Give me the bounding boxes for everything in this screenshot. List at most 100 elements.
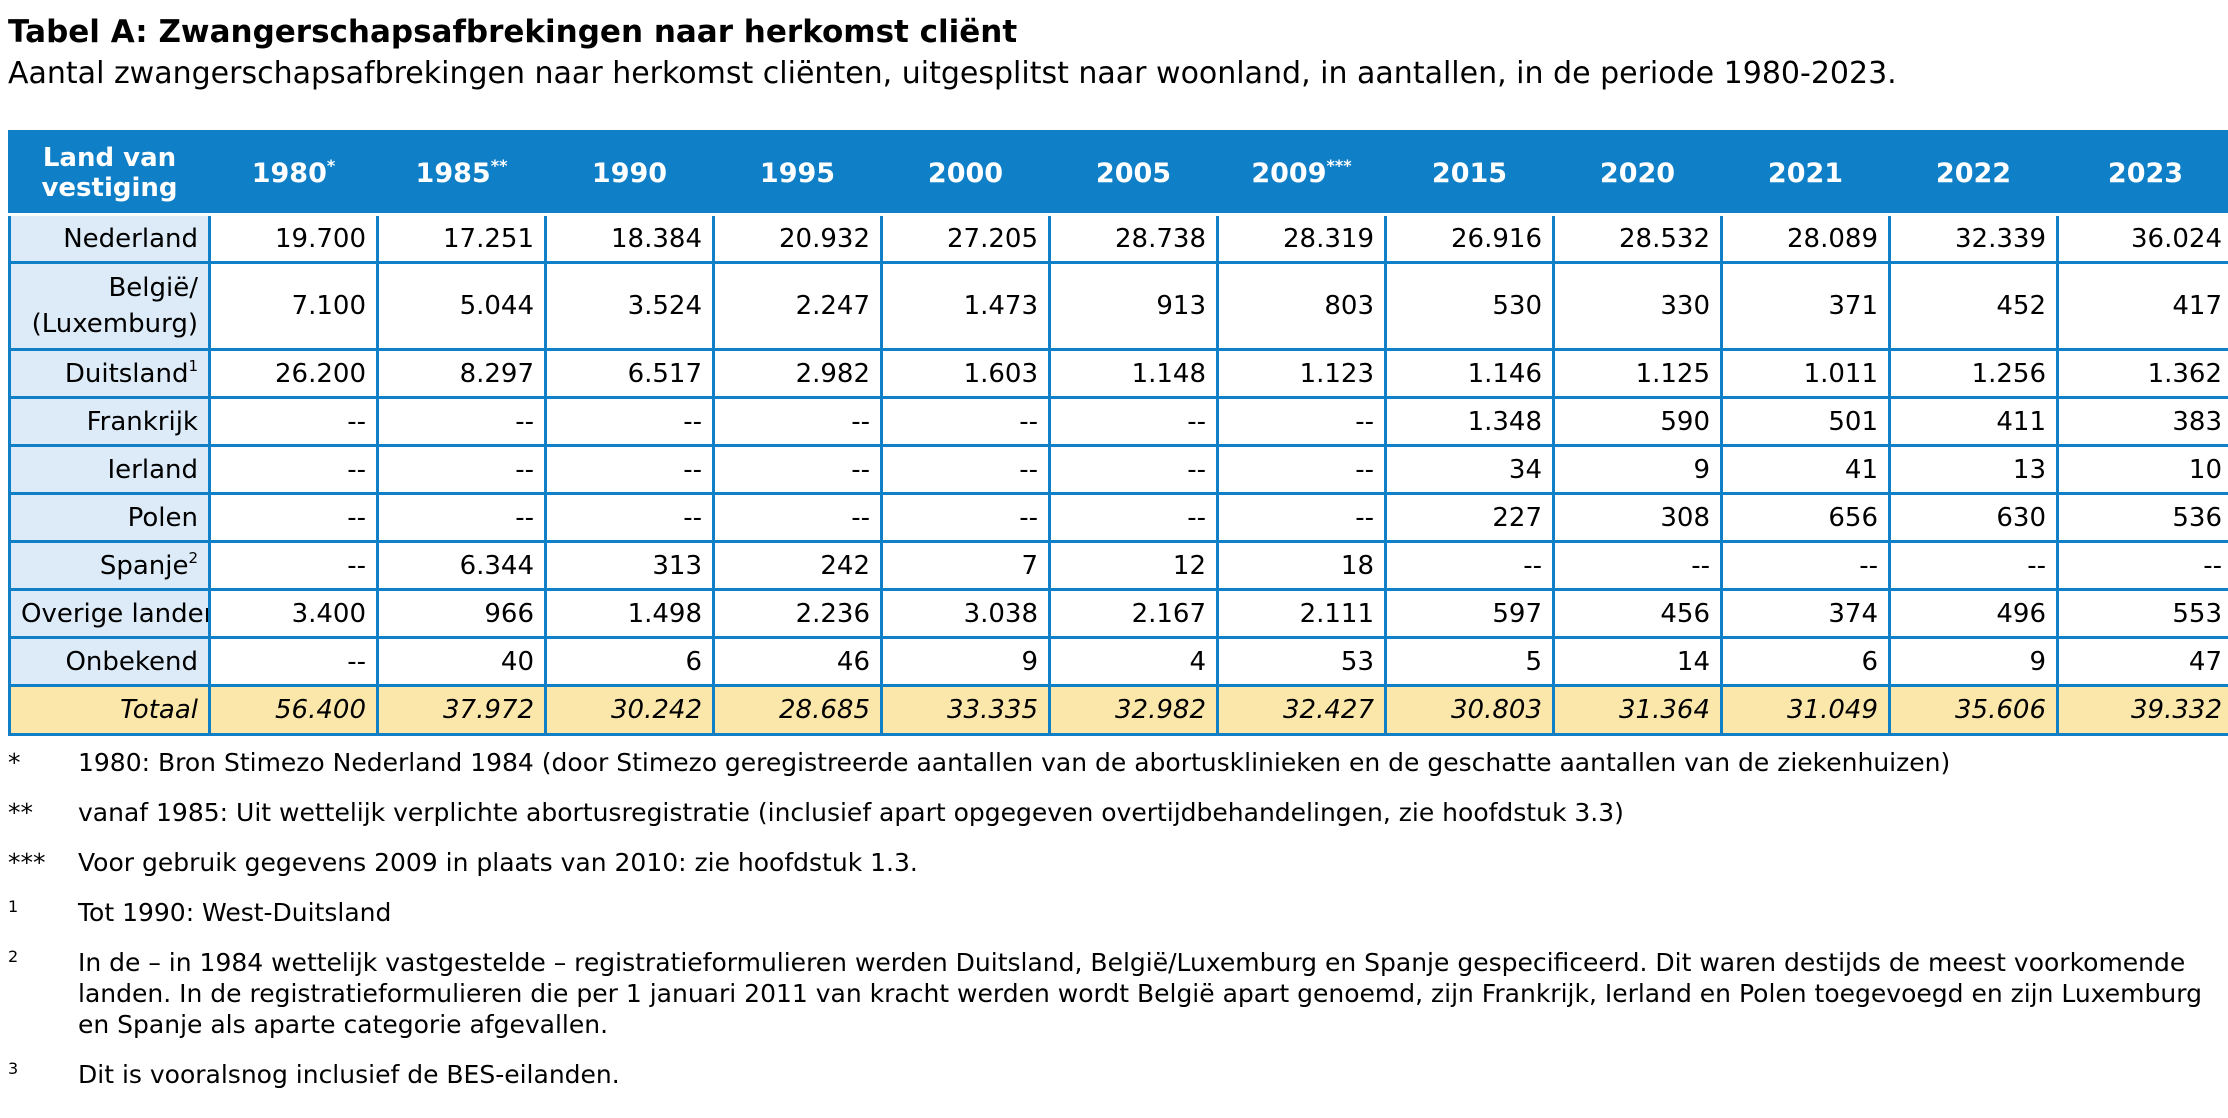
table-cell: 32.982: [1048, 684, 1219, 736]
table-cell: 374: [1720, 588, 1891, 639]
table-row-totaal: Totaal 56.400 37.972 30.242 28.685 33.335 32.9…: [8, 684, 2228, 736]
table-cell: --: [208, 492, 379, 543]
footnote-text: vanaf 1985: Uit wettelijk verplichte abo…: [78, 798, 1624, 827]
table-cell: 4: [1048, 636, 1219, 687]
footnote-marker: ***: [8, 848, 46, 877]
footnote-marker: 2: [8, 947, 19, 966]
table-cell: 6: [1720, 636, 1891, 687]
column-footnote-mark: *: [326, 155, 336, 175]
column-header-2021: 2021: [1720, 130, 1891, 216]
column-year-label: 2000: [927, 157, 1004, 189]
table-cell: --: [1216, 396, 1387, 447]
table-cell: 20.932: [712, 213, 883, 264]
table-cell: --: [880, 444, 1051, 495]
table-cell: --: [1048, 492, 1219, 543]
row-header: België/ (Luxemburg): [8, 261, 211, 351]
table-cell: 1.498: [544, 588, 715, 639]
table-cell: --: [2056, 540, 2228, 591]
table-cell: 630: [1888, 492, 2059, 543]
table-cell: 41: [1720, 444, 1891, 495]
table-cell: 227: [1384, 492, 1555, 543]
table-cell: 371: [1720, 261, 1891, 351]
table-subtitle: Aantal zwangerschapsafbrekingen naar her…: [8, 56, 1897, 91]
column-header-2020: 2020: [1552, 130, 1723, 216]
column-year-label: 2015: [1431, 157, 1508, 189]
data-table: Land van vestiging 1980* 1985** 1990 1995 20…: [8, 130, 2228, 736]
table-cell: --: [1552, 540, 1723, 591]
table-cell: 19.700: [208, 213, 379, 264]
table-cell: 6.517: [544, 348, 715, 399]
table-cell: 9: [1888, 636, 2059, 687]
table-cell: 18: [1216, 540, 1387, 591]
footnote-text: 1980: Bron Stimezo Nederland 1984 (door …: [78, 748, 1951, 777]
table-cell: --: [208, 396, 379, 447]
column-header-2022: 2022: [1888, 130, 2059, 216]
table-cell: 1.603: [880, 348, 1051, 399]
table-row: Frankrijk -- -- -- -- -- -- -- 1.348 590 501 411 383: [8, 396, 2228, 447]
table-cell: 9: [880, 636, 1051, 687]
table-cell: 242: [712, 540, 883, 591]
table-cell: 530: [1384, 261, 1555, 351]
table-row: Polen -- -- -- -- -- -- -- 227 308 656 630 536: [8, 492, 2228, 543]
table-cell: 383: [2056, 396, 2228, 447]
table-cell: 56.400: [208, 684, 379, 736]
column-year-label: 2009: [1251, 157, 1327, 189]
footnote-marker: **: [8, 798, 33, 827]
column-header-2005: 2005: [1048, 130, 1219, 216]
table-cell: 1.123: [1216, 348, 1387, 399]
column-header-2015: 2015: [1384, 130, 1555, 216]
table-row: Ierland -- -- -- -- -- -- -- 34 9 41 13 10: [8, 444, 2228, 495]
table-row: Onbekend -- 40 6 46 9 4 53 5 14 6 9 47: [8, 636, 2228, 687]
table-cell: 2.236: [712, 588, 883, 639]
table-cell: 3.524: [544, 261, 715, 351]
table-cell: 28.532: [1552, 213, 1723, 264]
row-label: België/ (Luxemburg): [31, 273, 198, 339]
table-cell: 32.427: [1216, 684, 1387, 736]
table-cell: 913: [1048, 261, 1219, 351]
footnote: ** vanaf 1985: Uit wettelijk verplichte a…: [8, 797, 2208, 828]
table-cell: 5.044: [376, 261, 547, 351]
table-cell: 26.916: [1384, 213, 1555, 264]
table-cell: 1.011: [1720, 348, 1891, 399]
table-cell: 14: [1552, 636, 1723, 687]
table-cell: 1.348: [1384, 396, 1555, 447]
table-cell: 501: [1720, 396, 1891, 447]
table-cell: 31.364: [1552, 684, 1723, 736]
row-label: Spanje: [99, 550, 189, 581]
row-header: Spanje2: [8, 540, 211, 591]
table-cell: --: [1720, 540, 1891, 591]
table-cell: 46: [712, 636, 883, 687]
row-label: Frankrijk: [86, 406, 198, 437]
column-year-label: 2022: [1935, 157, 2012, 189]
row-label: Nederland: [63, 223, 198, 254]
row-footnote-mark: 1: [188, 356, 198, 375]
footnote-marker: 1: [8, 897, 19, 916]
table-row: Nederland 19.700 17.251 18.384 20.932 27.205 2…: [8, 213, 2228, 264]
footnote: * 1980: Bron Stimezo Nederland 1984 (door…: [8, 747, 2208, 778]
table-cell: --: [544, 396, 715, 447]
table-cell: 47: [2056, 636, 2228, 687]
table-cell: 13: [1888, 444, 2059, 495]
table-cell: 28.738: [1048, 213, 1219, 264]
table-cell: 330: [1552, 261, 1723, 351]
column-year-label: 2005: [1095, 157, 1172, 189]
footnote-text: Voor gebruik gegevens 2009 in plaats van…: [78, 848, 918, 877]
table-cell: --: [1048, 444, 1219, 495]
table-cell: 32.339: [1888, 213, 2059, 264]
table-cell: --: [1888, 540, 2059, 591]
table-body: Nederland 19.700 17.251 18.384 20.932 27.205 2…: [8, 213, 2228, 736]
table-cell: --: [1216, 492, 1387, 543]
table-cell: 10: [2056, 444, 2228, 495]
table-cell: 1.473: [880, 261, 1051, 351]
column-year-label: 1985: [415, 157, 491, 189]
table-cell: --: [1384, 540, 1555, 591]
table-cell: 53: [1216, 636, 1387, 687]
footnote-text: Dit is vooralsnog inclusief de BES-eilan…: [78, 1060, 620, 1089]
table-cell: 803: [1216, 261, 1387, 351]
table-cell: 1.362: [2056, 348, 2228, 399]
table-cell: 2.247: [712, 261, 883, 351]
table-cell: --: [1048, 396, 1219, 447]
row-header: Duitsland1: [8, 348, 211, 399]
row-header: Nederland: [8, 213, 211, 264]
